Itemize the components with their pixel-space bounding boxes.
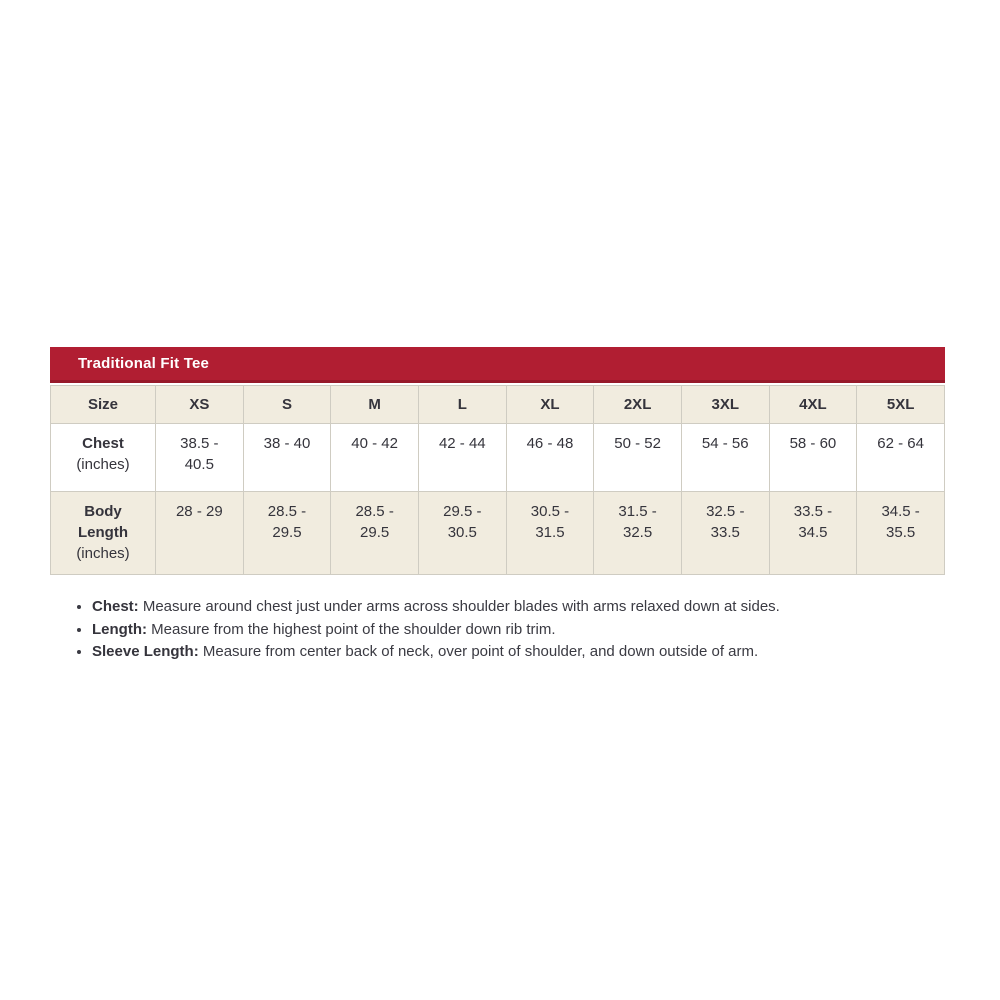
size-cell: 38 - 40 <box>242 423 332 492</box>
table-row-body-length: Body Length (inches) 28 - 29 28.5 - 29.5… <box>50 491 945 575</box>
size-cell: 28 - 29 <box>155 491 244 575</box>
note-text: Measure around chest just under arms acr… <box>142 598 780 615</box>
size-chart-table: Size XS S M L XL 2XL 3XL 4XL 5XL Chest (… <box>50 385 945 575</box>
column-header-5xl: 5XL <box>856 385 945 424</box>
size-cell: 58 - 60 <box>768 423 858 492</box>
note-item-length: Length: Measure from the highest point o… <box>92 619 945 642</box>
size-chart-panel: Traditional Fit Tee Size XS S M L XL 2XL… <box>50 347 945 664</box>
size-cell: 33.5 - 34.5 <box>768 491 858 575</box>
column-header-size: Size <box>50 385 156 424</box>
column-header-xs: XS <box>155 385 244 424</box>
header-row: Size XS S M L XL 2XL 3XL 4XL 5XL <box>50 385 945 424</box>
row-label-unit: (inches) <box>76 545 130 562</box>
size-cell: 50 - 52 <box>593 423 682 492</box>
note-label: Chest: <box>92 598 139 615</box>
size-cell: 62 - 64 <box>856 423 945 492</box>
size-cell: 28.5 - 29.5 <box>242 491 332 575</box>
size-cell: 28.5 - 29.5 <box>330 491 419 575</box>
size-cell: 40 - 42 <box>330 423 419 492</box>
column-header-m: M <box>330 385 419 424</box>
size-cell: 29.5 - 30.5 <box>417 491 507 575</box>
note-label: Sleeve Length: <box>92 643 199 660</box>
size-cell: 38.5 - 40.5 <box>155 423 244 492</box>
note-item-chest: Chest: Measure around chest just under a… <box>92 596 945 619</box>
note-item-sleeve-length: Sleeve Length: Measure from center back … <box>92 641 945 664</box>
column-header-l: L <box>417 385 507 424</box>
column-header-3xl: 3XL <box>680 385 770 424</box>
size-cell: 46 - 48 <box>505 423 595 492</box>
note-text: Measure from center back of neck, over p… <box>202 643 759 660</box>
measurement-notes: Chest: Measure around chest just under a… <box>50 596 945 664</box>
size-cell: 30.5 - 31.5 <box>505 491 595 575</box>
table-row-chest: Chest (inches) 38.5 - 40.5 38 - 40 40 - … <box>50 423 945 492</box>
note-text: Measure from the highest point of the sh… <box>151 620 556 638</box>
column-header-4xl: 4XL <box>768 385 858 424</box>
size-chart-title: Traditional Fit Tee <box>50 347 945 383</box>
row-label-body-length: Body Length (inches) <box>50 491 156 575</box>
row-label-chest: Chest (inches) <box>50 423 156 492</box>
note-label: Length: <box>92 620 147 638</box>
row-label-text: Body Length <box>78 503 128 541</box>
column-header-2xl: 2XL <box>593 385 682 424</box>
row-label-text: Chest <box>82 435 124 452</box>
size-cell: 32.5 - 33.5 <box>680 491 770 575</box>
size-cell: 34.5 - 35.5 <box>856 491 945 575</box>
size-cell: 42 - 44 <box>417 423 507 492</box>
column-header-xl: XL <box>505 385 595 424</box>
size-cell: 31.5 - 32.5 <box>593 491 682 575</box>
column-header-s: S <box>242 385 332 424</box>
size-cell: 54 - 56 <box>680 423 770 492</box>
row-label-unit: (inches) <box>76 456 130 473</box>
